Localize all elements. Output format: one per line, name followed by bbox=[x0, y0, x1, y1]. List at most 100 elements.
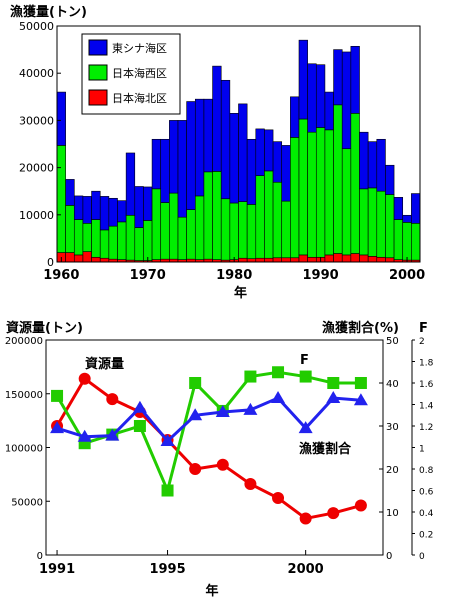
bar-segment bbox=[333, 104, 343, 254]
bar-segment bbox=[350, 45, 360, 114]
bar-segment bbox=[333, 49, 343, 106]
f-point bbox=[243, 402, 258, 415]
rate-point bbox=[299, 370, 312, 383]
bar-segment bbox=[56, 145, 66, 253]
biomass-point bbox=[106, 393, 119, 406]
bar-segment bbox=[411, 222, 421, 261]
bar-segment bbox=[194, 195, 205, 260]
f-annotation: F bbox=[300, 353, 309, 368]
rate-tick-label: 10 bbox=[386, 508, 399, 519]
f-point bbox=[188, 408, 203, 421]
bar-segment bbox=[272, 257, 283, 263]
bar-segment bbox=[376, 256, 386, 263]
left-tick-label: 100000 bbox=[5, 444, 43, 455]
chart-title: 漁獲量(トン) bbox=[10, 4, 87, 20]
bar-segment bbox=[341, 148, 352, 256]
series-line bbox=[55, 370, 361, 496]
bar-segment bbox=[367, 141, 378, 189]
x-tick-label: 2000 bbox=[389, 268, 425, 283]
f-tick-label: 0.6 bbox=[419, 488, 434, 498]
bar-segment bbox=[341, 51, 352, 150]
bar-segment bbox=[255, 257, 265, 263]
left-tick-label: 50000 bbox=[11, 497, 43, 508]
bar-segment bbox=[143, 220, 153, 261]
bar-segment bbox=[238, 257, 248, 263]
bar-segment bbox=[151, 188, 162, 260]
rate-point bbox=[244, 370, 257, 383]
y-tick-label: 40000 bbox=[19, 67, 54, 80]
y-tick-label: 10000 bbox=[19, 209, 54, 222]
x-tick-label: 1995 bbox=[149, 562, 185, 577]
bar-segment bbox=[402, 222, 412, 261]
y-tick-label: 20000 bbox=[19, 162, 54, 175]
left-tick-label: 150000 bbox=[5, 390, 43, 401]
bar-segment bbox=[160, 202, 170, 260]
bar-segment bbox=[229, 113, 239, 204]
f-tick-label: 0 bbox=[419, 552, 425, 562]
bar-segment bbox=[298, 39, 308, 120]
bar-segment bbox=[65, 179, 75, 206]
bar-segment bbox=[108, 225, 118, 260]
f-point bbox=[160, 434, 175, 447]
rate-tick-label: 0 bbox=[386, 551, 392, 562]
left-tick-label: 0 bbox=[37, 551, 43, 562]
rate-tick-label: 40 bbox=[386, 379, 399, 390]
bar-segment bbox=[238, 201, 248, 259]
bar-segment bbox=[367, 187, 378, 257]
x-axis-label: 年 bbox=[205, 583, 218, 599]
bar-segment bbox=[246, 204, 257, 259]
x-axis-label: 年 bbox=[234, 285, 247, 301]
f-point bbox=[298, 421, 313, 434]
bar-segment bbox=[333, 253, 343, 263]
biomass-point bbox=[244, 478, 257, 491]
legend-swatch bbox=[88, 64, 108, 81]
biomass-annotation: 資源量 bbox=[85, 356, 124, 372]
bar-segment bbox=[272, 181, 283, 259]
bar-segment bbox=[402, 214, 412, 223]
f-point bbox=[105, 428, 120, 441]
bar-segment bbox=[290, 257, 300, 263]
bar-segment bbox=[82, 196, 92, 224]
x-tick-label: 1991 bbox=[39, 562, 75, 577]
bar-segment bbox=[281, 200, 291, 259]
x-tick-label: 1980 bbox=[216, 268, 252, 283]
bar-segment bbox=[203, 171, 213, 260]
bar-segment bbox=[281, 145, 291, 202]
bar-segment bbox=[255, 175, 265, 259]
bar-segment bbox=[99, 257, 110, 263]
bar-segment bbox=[307, 256, 317, 263]
bar-segment bbox=[324, 129, 334, 256]
bar-segment bbox=[169, 192, 179, 260]
bar-segment bbox=[117, 200, 127, 223]
bar-segment bbox=[315, 127, 326, 258]
bar-segment bbox=[385, 164, 395, 195]
bar-segment bbox=[186, 101, 196, 210]
series-line bbox=[56, 396, 362, 444]
bar-segment bbox=[367, 256, 378, 263]
f-point bbox=[132, 400, 147, 413]
catch-stacked-bar-chart: 漁獲量(トン) 0 10000 20000 30000 40000 50000 1960 197… bbox=[10, 4, 425, 301]
right-axis-title-rate: 漁獲割合(%) bbox=[322, 320, 399, 336]
legend-label: 日本海北区 bbox=[112, 91, 167, 105]
bar-segment bbox=[281, 257, 291, 263]
rate-point bbox=[161, 484, 174, 497]
bar-segment bbox=[359, 254, 369, 263]
x-tick-label: 1970 bbox=[130, 268, 166, 283]
y-tick-label: 30000 bbox=[19, 114, 54, 127]
bar-segment bbox=[298, 254, 308, 263]
bar-segment bbox=[91, 190, 101, 220]
f-point bbox=[77, 429, 92, 442]
rate-point bbox=[189, 377, 202, 389]
bar-segment bbox=[376, 190, 386, 258]
right-axis-title-f: F bbox=[419, 321, 428, 336]
bar-segment bbox=[177, 216, 187, 260]
bar-segment bbox=[134, 186, 144, 228]
left-axis-title: 資源量(トン) bbox=[6, 320, 83, 336]
y-tick-label: 0 bbox=[47, 256, 54, 269]
f-point bbox=[50, 421, 65, 434]
bar-segment bbox=[143, 186, 153, 221]
bar-segment bbox=[177, 120, 187, 218]
rate-point bbox=[327, 377, 340, 389]
